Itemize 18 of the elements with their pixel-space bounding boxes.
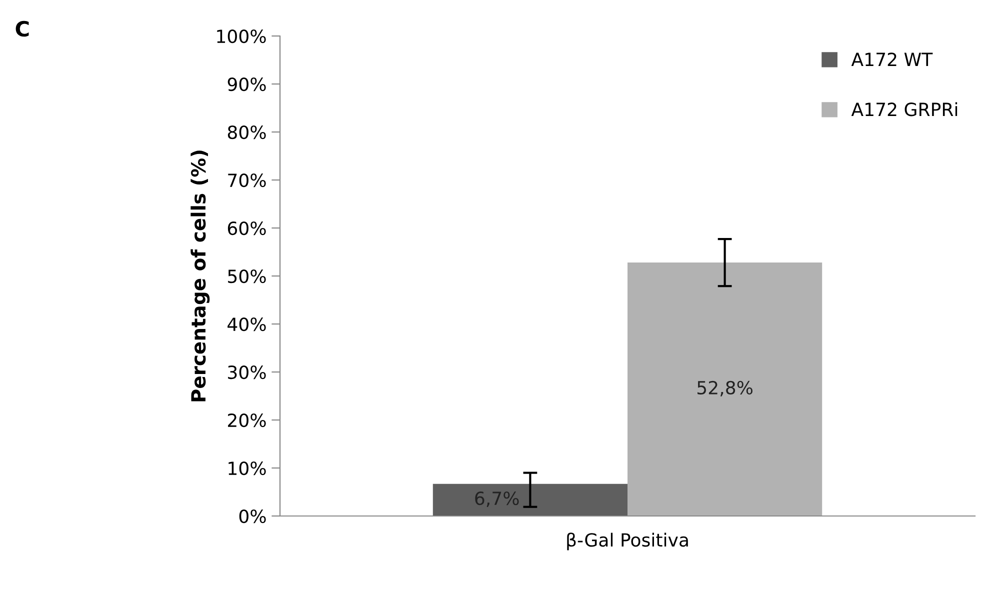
y-tick-label: 90% [228,77,266,92]
y-tick-label: 70% [228,173,266,188]
y-tick-label: 50% [228,269,266,284]
y-tick-label: 80% [228,125,266,140]
x-tick-label: β-Gal Positiva [567,532,688,550]
data-label: 6,7% [475,492,519,507]
legend-label: A172 WT [851,52,933,66]
data-label: 52,8% [698,380,752,396]
y-tick-label: 0% [239,509,266,524]
y-tick-label: 40% [228,317,266,332]
y-tick-label: 60% [228,221,266,236]
text: C [16,20,29,37]
y-tick-label: 10% [228,461,266,476]
y-axis-title: Percentage of cells (%) [190,150,210,402]
legend-label: A172 GRPRi [851,102,958,116]
y-tick-label: 100% [217,29,266,44]
y-tick-label: 30% [228,365,266,380]
y-tick-label: 20% [228,413,266,428]
